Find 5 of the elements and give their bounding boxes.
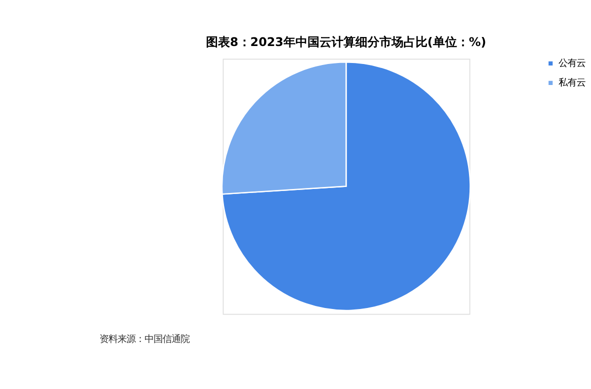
pie-slice bbox=[222, 62, 471, 311]
text: 资料来源：中国信通院 bbox=[99, 334, 190, 345]
legend-label: 私有云 bbox=[558, 78, 586, 89]
chart-title: 图表8：2023年中国云计算细分市场占比(单位：%) bbox=[206, 34, 486, 49]
legend-label: 公有云 bbox=[558, 58, 586, 69]
